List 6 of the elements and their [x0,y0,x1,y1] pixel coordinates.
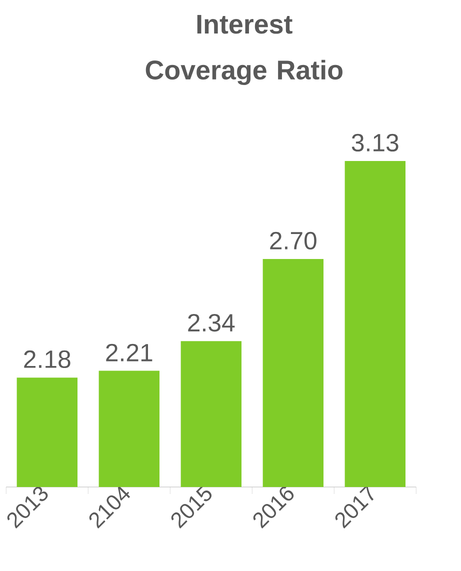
data-label: 3.13 [352,134,398,152]
data-label: 2.34 [188,314,235,332]
chart-title: Interest Coverage Ratio [146,14,342,86]
data-label: 2.21 [106,344,152,362]
data-label: 2.70 [270,232,316,250]
data-label: 2.18 [24,350,70,368]
